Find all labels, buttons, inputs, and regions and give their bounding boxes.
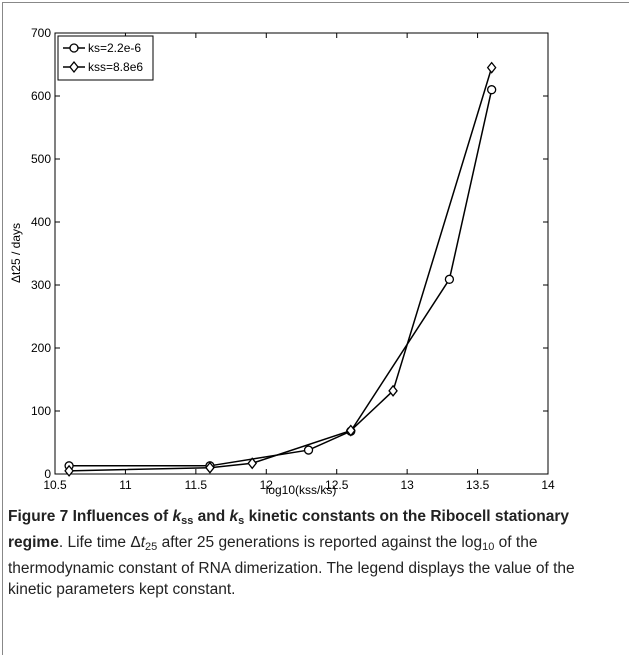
marker <box>487 85 497 95</box>
marker <box>486 61 497 74</box>
caption-text: of the thermodynamic constant of RNA dim… <box>8 534 575 598</box>
x-tick-label: 13.5 <box>466 478 490 492</box>
y-tick-label: 200 <box>31 341 51 355</box>
marker <box>69 43 79 53</box>
y-tick-label: 300 <box>31 278 51 292</box>
caption-text: 25 <box>145 541 158 553</box>
y-tick-label: 500 <box>31 152 51 166</box>
x-tick-label: 11.5 <box>185 478 208 492</box>
marker <box>64 464 74 477</box>
marker <box>303 445 314 455</box>
legend-label: ks=2.2e-6 <box>88 41 141 55</box>
marker <box>69 60 79 74</box>
caption-text: and <box>193 508 230 525</box>
marker <box>444 274 455 284</box>
caption-text: k <box>172 508 182 525</box>
marker <box>247 457 258 470</box>
caption-text: t <box>140 534 146 551</box>
x-tick-label: 13 <box>400 478 414 492</box>
caption-text: ss <box>181 515 194 527</box>
marker <box>388 384 398 397</box>
series-line <box>69 89 493 467</box>
x-axis-label: log10(kss/ks) <box>266 483 337 497</box>
caption: Figure 7 Influences of kss and ks kineti… <box>8 506 612 600</box>
marker <box>345 424 356 437</box>
chart: log10(kss/ks) Δt25 / days 10.5 11 11.5 12 12… <box>9 26 555 497</box>
caption-text: s <box>238 515 245 527</box>
y-tick-label: 700 <box>31 26 51 40</box>
caption-text: . Life time Δ <box>58 534 141 551</box>
plot-box <box>54 32 549 475</box>
x-tick-label: 12 <box>260 478 274 492</box>
caption-text: kinetic constants on the Ribocell statio… <box>8 508 570 551</box>
x-tick-label: 11 <box>119 478 132 492</box>
x-tick-label: 12.5 <box>325 478 349 492</box>
y-axis-label: Δt25 / days <box>9 223 23 283</box>
x-tick-label: 10.5 <box>43 478 67 492</box>
caption-text: k <box>229 508 239 525</box>
caption-text: 10 <box>482 541 495 553</box>
series-line <box>69 67 493 472</box>
x-tick-label: 14 <box>541 478 555 492</box>
caption-text: Figure 7 Influences of <box>8 508 173 525</box>
y-tick-label: 400 <box>31 215 51 229</box>
y-tick-label: 100 <box>31 404 51 418</box>
caption-text: after 25 generations is reported against… <box>157 534 483 551</box>
y-tick-label: 0 <box>44 467 51 481</box>
marker <box>205 461 215 474</box>
y-tick-label: 600 <box>31 89 51 103</box>
legend-label: kss=8.8e6 <box>88 60 143 74</box>
